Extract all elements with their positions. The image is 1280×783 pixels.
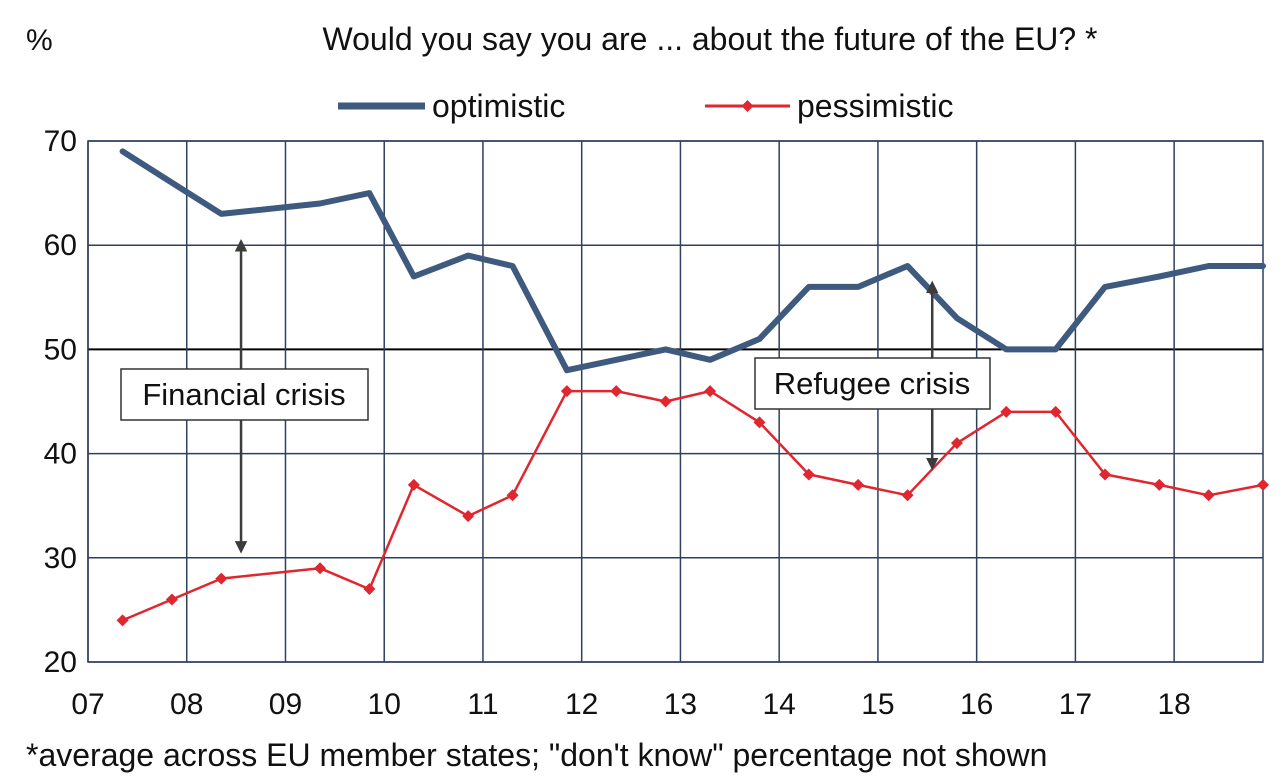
x-tick-13: 13 xyxy=(664,688,697,721)
point-pessimistic-22 xyxy=(1257,478,1269,491)
point-pessimistic-7 xyxy=(506,489,519,502)
x-tick-10: 10 xyxy=(368,688,401,721)
point-pessimistic-21 xyxy=(1202,489,1215,502)
point-pessimistic-12 xyxy=(753,416,766,429)
series-line-optimistic xyxy=(119,148,1266,374)
point-pessimistic-5 xyxy=(407,478,420,491)
point-pessimistic-17 xyxy=(1000,405,1013,418)
point-pessimistic-13 xyxy=(802,468,815,481)
gridlines xyxy=(87,140,1264,663)
financial-crisis-box xyxy=(120,368,369,421)
legend-marker-pessimistic xyxy=(741,100,754,112)
series-line-pessimistic xyxy=(121,389,1265,622)
refugee-crisis-box xyxy=(754,357,991,410)
point-pessimistic-15 xyxy=(901,489,914,502)
y-axis-label: % xyxy=(26,24,53,57)
point-pessimistic-16 xyxy=(950,437,963,450)
point-pessimistic-14 xyxy=(852,478,865,491)
footnote: *average across EU member states; "don't… xyxy=(26,737,1047,773)
y-tick-50: 50 xyxy=(44,333,77,366)
point-pessimistic-3 xyxy=(314,562,327,575)
refugee-crisis-label: Refugee crisis xyxy=(774,366,970,401)
y-tick-70: 70 xyxy=(44,125,77,158)
point-pessimistic-19 xyxy=(1099,468,1112,481)
point-pessimistic-10 xyxy=(659,395,672,408)
point-pessimistic-8 xyxy=(560,385,573,398)
y-tick-labels: 20 30 40 50 60 70 xyxy=(44,125,77,679)
point-pessimistic-2 xyxy=(215,572,228,585)
x-tick-09: 09 xyxy=(269,688,302,721)
chart-title: Would you say you are ... about the futu… xyxy=(323,21,1098,57)
x-tick-14: 14 xyxy=(762,688,795,721)
legend-label-pessimistic: pessimistic xyxy=(797,88,953,124)
x-tick-15: 15 xyxy=(861,688,894,721)
x-tick-18: 18 xyxy=(1157,688,1190,721)
legend: optimistic pessimistic xyxy=(338,88,953,124)
x-tick-labels: 07 08 09 10 11 12 13 14 15 16 17 18 xyxy=(71,688,1191,721)
point-pessimistic-4 xyxy=(363,583,376,596)
x-tick-08: 08 xyxy=(170,688,203,721)
annotations: Financial crisis Refugee crisis xyxy=(120,238,991,554)
x-tick-11: 11 xyxy=(467,688,498,721)
point-pessimistic-6 xyxy=(462,510,475,523)
x-tick-17: 17 xyxy=(1059,688,1092,721)
y-tick-60: 60 xyxy=(44,229,77,262)
x-tick-07: 07 xyxy=(71,688,104,721)
point-pessimistic-18 xyxy=(1049,405,1062,418)
x-tick-12: 12 xyxy=(565,688,598,721)
point-pessimistic-0 xyxy=(116,614,129,627)
y-tick-40: 40 xyxy=(44,438,77,471)
point-pessimistic-20 xyxy=(1153,478,1166,491)
y-tick-20: 20 xyxy=(44,646,77,679)
legend-label-optimistic: optimistic xyxy=(432,88,565,124)
y-tick-30: 30 xyxy=(44,542,77,575)
financial-crisis-label: Financial crisis xyxy=(142,377,345,412)
point-pessimistic-11 xyxy=(704,385,717,398)
point-pessimistic-9 xyxy=(610,385,623,398)
point-pessimistic-1 xyxy=(165,593,178,606)
series-lines xyxy=(116,148,1269,627)
x-tick-16: 16 xyxy=(960,688,993,721)
